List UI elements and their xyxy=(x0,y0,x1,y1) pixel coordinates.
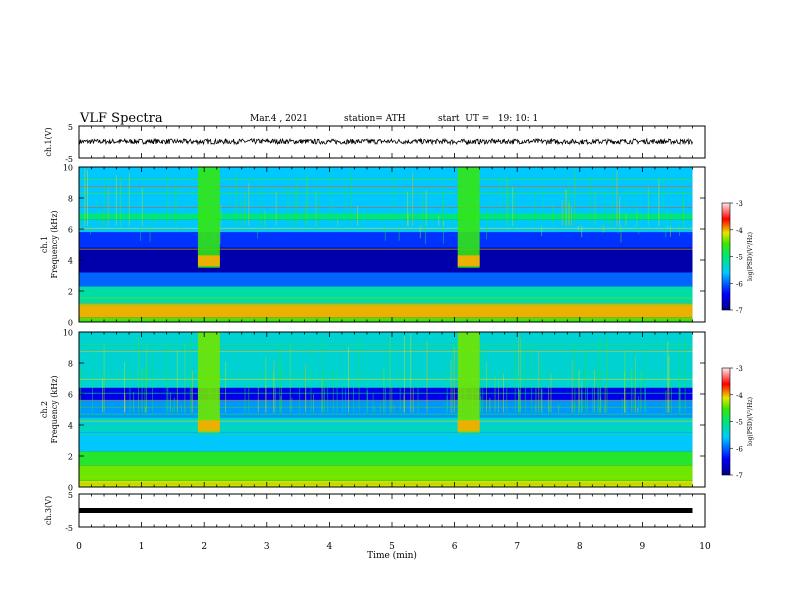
x-tick-label: 9 xyxy=(640,542,646,552)
x-tick-label: 10 xyxy=(699,542,711,552)
station-label: station= ATH xyxy=(344,114,406,124)
spectrogram-band-2 xyxy=(79,286,693,304)
y-tick-label: -5 xyxy=(65,155,73,164)
x-axis-label: Time (min) xyxy=(367,550,417,561)
x-tick-label: 2 xyxy=(201,542,207,552)
y-tick-label: 5 xyxy=(68,123,73,132)
colorbar-tick-label: -4 xyxy=(736,392,743,400)
colorbar-tick-label: -5 xyxy=(736,254,743,262)
ch3-ylabel: ch.3(V) xyxy=(44,496,53,525)
colorbar-label: log(PSD)(V²/Hz) xyxy=(747,232,754,281)
y-tick-label: 8 xyxy=(68,360,73,369)
x-tick-label: 8 xyxy=(577,542,583,552)
spectrogram-burst-core-0 xyxy=(197,255,220,267)
colorbar-1 xyxy=(721,202,731,311)
x-tick-label: 5 xyxy=(389,542,395,552)
y-tick-label: 2 xyxy=(68,453,73,462)
y-tick-label: 8 xyxy=(68,195,73,204)
spectrogram-burst-1 xyxy=(457,332,480,433)
date-label: Mar.4 , 2021 xyxy=(250,114,308,124)
y-tick-label: -5 xyxy=(65,524,73,533)
colorbar-tick-label: -6 xyxy=(736,445,743,453)
colorbar-tick-label: -5 xyxy=(736,419,743,427)
colorbar-tick-label: -3 xyxy=(736,200,743,208)
colorbar-tick-label: -6 xyxy=(736,280,743,288)
x-tick-label: 6 xyxy=(452,542,458,552)
channel-label: ch.1 xyxy=(40,236,49,253)
spectrogram-band-4 xyxy=(79,247,693,273)
x-tick-label: 3 xyxy=(264,542,270,552)
spectrogram-band-3 xyxy=(79,432,693,452)
colorbar-2 xyxy=(721,367,731,476)
y-tick-label: 5 xyxy=(68,491,73,500)
x-tick-label: 7 xyxy=(514,542,520,552)
frequency-ylabel: Frequency (kHz) xyxy=(50,375,59,443)
spectrogram-band-7 xyxy=(79,213,693,220)
y-tick-label: 6 xyxy=(68,391,73,400)
spectrogram-burst-core-1 xyxy=(457,420,480,432)
colorbar-tick-label: -7 xyxy=(736,307,743,315)
spectrogram-band-6 xyxy=(79,219,693,233)
spectrogram-burst-1 xyxy=(457,167,480,268)
x-tick-label: 4 xyxy=(327,542,333,552)
x-tick-label: 0 xyxy=(76,542,82,552)
spectrogram-burst-core-1 xyxy=(457,255,480,267)
colorbar-tick-label: -4 xyxy=(736,227,743,235)
start-time-label: start UT = 19: 10: 1 xyxy=(438,114,539,124)
ch1-waveform-line xyxy=(78,137,693,146)
y-tick-label: 10 xyxy=(63,164,73,173)
colorbar-tick-label: -3 xyxy=(736,365,743,373)
spectrogram-band-8 xyxy=(79,167,693,214)
x-tick-label: 1 xyxy=(139,542,145,552)
spectrogram-band-0 xyxy=(79,317,693,322)
ch1-ylabel: ch.1(V) xyxy=(44,127,53,156)
y-tick-label: 2 xyxy=(68,288,73,297)
colorbar-label: log(PSD)(V²/Hz) xyxy=(747,397,754,446)
channel-label: ch.2 xyxy=(40,401,49,418)
spectrogram-burst-0 xyxy=(197,332,220,433)
y-tick-label: 4 xyxy=(68,422,73,431)
y-tick-label: 6 xyxy=(68,226,73,235)
y-tick-label: 4 xyxy=(68,257,73,266)
spectrogram-band-5 xyxy=(79,232,693,248)
spectrogram-band-3 xyxy=(79,272,693,287)
spectrogram-band-4 xyxy=(79,417,693,433)
chart-title: VLF Spectra xyxy=(80,111,163,126)
y-tick-label: 0 xyxy=(68,484,73,493)
spectrogram-band-1 xyxy=(79,465,693,481)
spectrogram-band-2 xyxy=(79,451,693,466)
spectrogram-burst-0 xyxy=(197,167,220,268)
y-tick-label: 10 xyxy=(63,329,73,338)
spectrogram-burst-core-0 xyxy=(197,420,220,432)
frequency-ylabel: Frequency (kHz) xyxy=(50,210,59,278)
spectrogram-band-1 xyxy=(79,303,693,318)
y-tick-label: 0 xyxy=(68,319,73,328)
colorbar-tick-label: -7 xyxy=(736,472,743,480)
